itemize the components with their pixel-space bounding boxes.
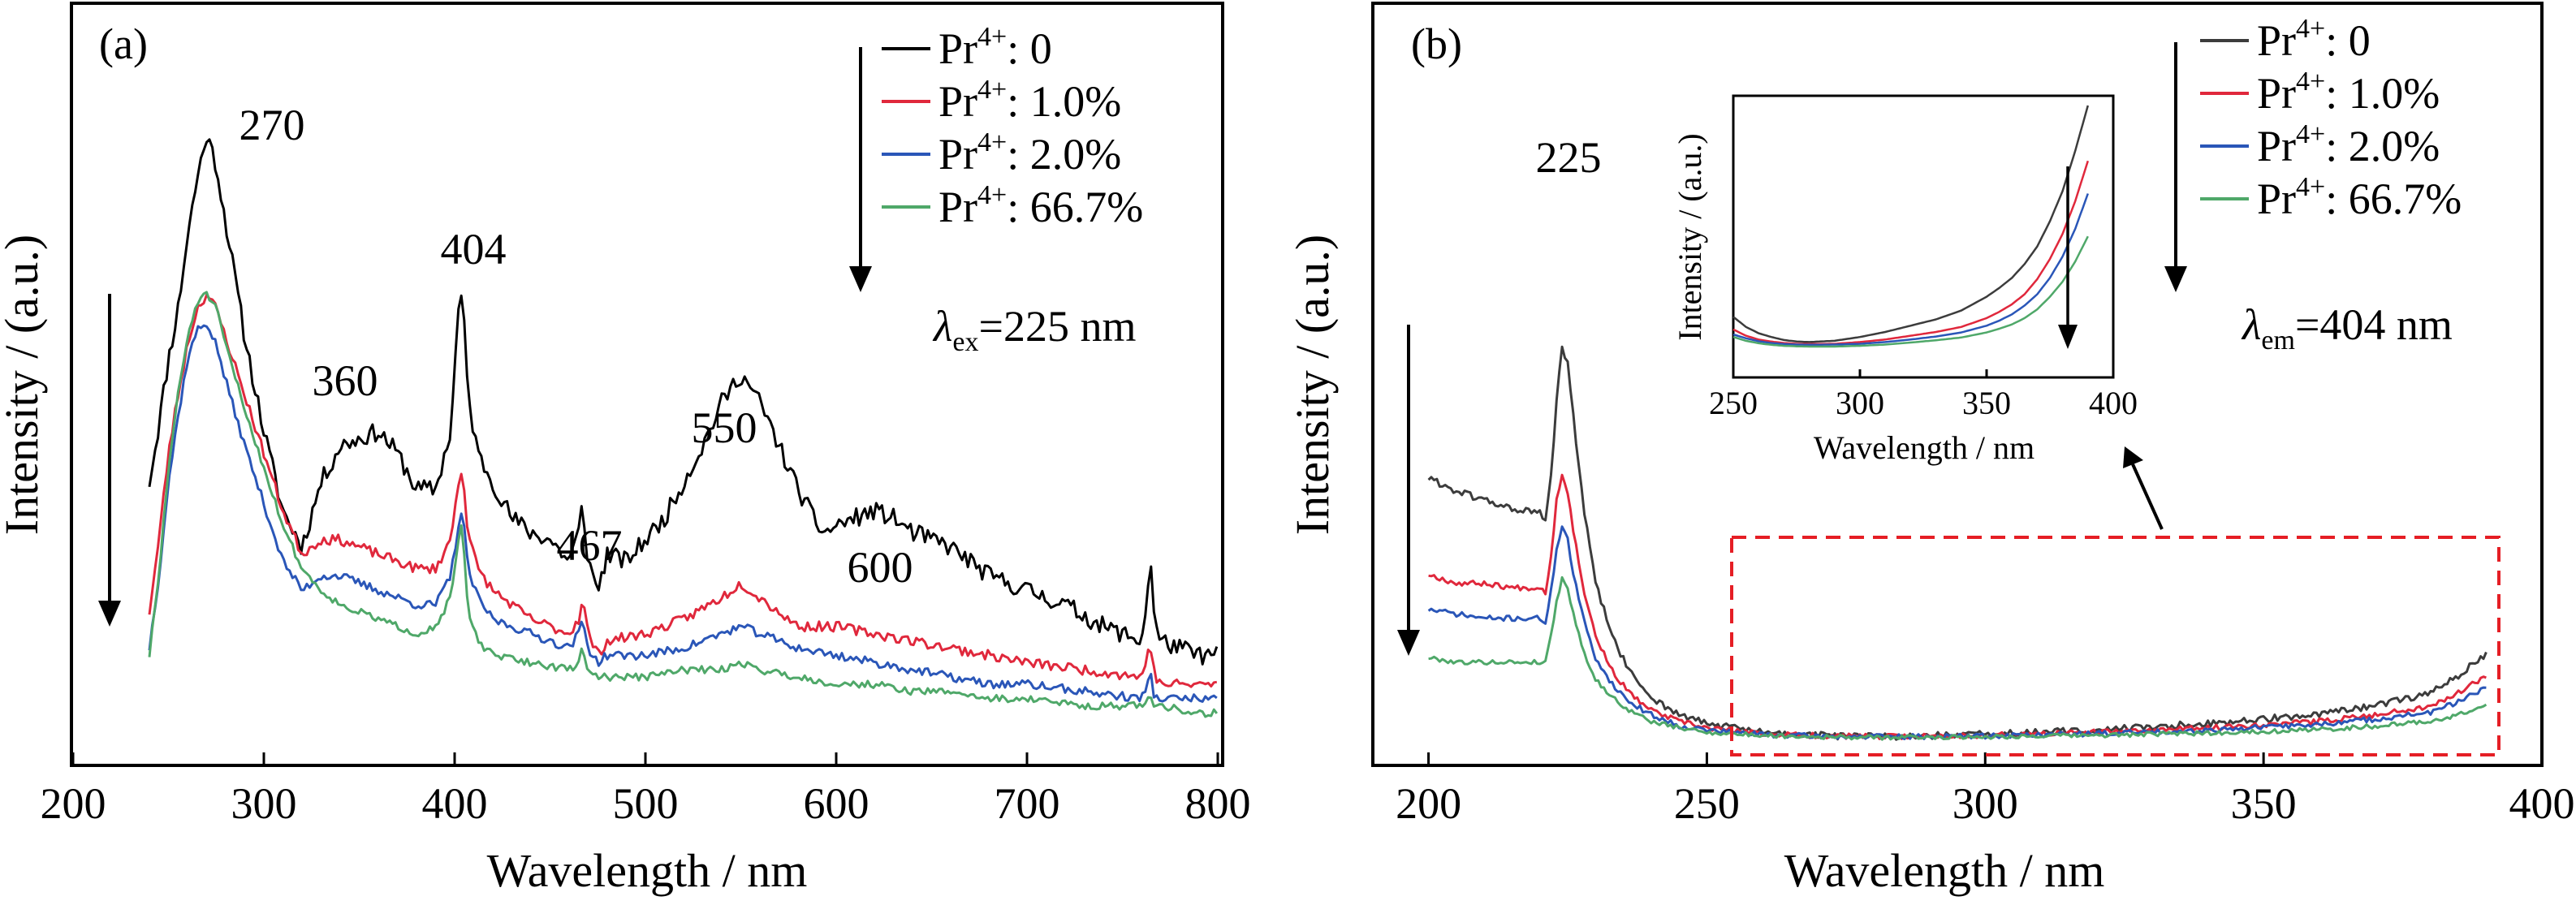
panel-a-y-axis-title: Intensity / (a.u.)	[0, 235, 48, 535]
panel-b-x-tick-label: 250	[1674, 779, 1740, 828]
peak-label-225: 225	[1536, 133, 1602, 182]
panel-b-legend-label: Pr4+: 1.0%	[2257, 67, 2440, 118]
panel-a: (a) 200 300 400 500 600 700 800 Wavelength / n…	[0, 2, 1251, 897]
panel-a-series	[148, 138, 1219, 718]
panel-b-peak-labels: 225	[1536, 133, 1602, 182]
panel-a-legend-label: Pr4+: 1.0%	[938, 75, 1121, 126]
peak-label-467: 467	[557, 521, 623, 570]
panel-b-x-tick-label: 400	[2509, 779, 2575, 828]
panel-b-label: (b)	[1411, 19, 1462, 68]
panel-b-legend-label: Pr4+: 0	[2257, 14, 2371, 65]
panel-b-condition: λem=404 nm	[2241, 300, 2453, 356]
peak-label-600: 600	[848, 543, 913, 592]
series-line-2	[1427, 525, 2487, 740]
series-line-0	[1732, 105, 2090, 343]
inset-x-tick-label: 350	[1962, 385, 2011, 421]
panel-a-x-tick-label: 600	[804, 779, 869, 828]
panel-a-x-tick-label: 500	[613, 779, 679, 828]
panel-b-legend-label: Pr4+: 66.7%	[2257, 172, 2462, 223]
panel-a-legend-label: Pr4+: 0	[938, 22, 1052, 73]
panel-a-x-axis-title: Wavelength / nm	[487, 844, 808, 897]
peak-label-270: 270	[239, 101, 305, 149]
inset-frame	[1732, 94, 2115, 379]
panel-a-x-tick-label: 300	[231, 779, 297, 828]
panel-b-x-tick-label: 300	[1952, 779, 2018, 828]
inset-x-axis-title: Wavelength / nm	[1814, 429, 2034, 466]
panel-b-x-tick-label: 200	[1396, 779, 1461, 828]
panel-a-x-tick-label: 400	[422, 779, 488, 828]
series-line-2	[1732, 193, 2089, 347]
panel-a-legend-arrow	[849, 47, 872, 292]
inset-decrease-arrow	[2058, 166, 2078, 349]
series-line-1	[148, 293, 1218, 688]
peak-label-360: 360	[313, 356, 378, 405]
inset-chart: 250 300 350 400 Wavelength / nm Intensity /…	[1672, 94, 2138, 466]
series-line-0	[148, 138, 1219, 666]
panel-a-frame	[70, 2, 1224, 767]
panel-a-decrease-arrow	[98, 294, 121, 627]
panel-a-x-tick-label: 200	[41, 779, 106, 828]
panel-b-x-axis: 200 250 300 350 400	[1396, 752, 2575, 828]
peak-label-404: 404	[441, 225, 507, 274]
panel-b-legend-arrow	[2164, 42, 2187, 292]
series-line-3	[1732, 235, 2089, 348]
series-line-2	[148, 324, 1218, 703]
panel-a-peak-labels: 270 360 404 467 550 600	[239, 101, 913, 592]
series-line-3	[148, 291, 1219, 718]
panel-b: (b) 200 250 300 350 400 Wavelength / nm Inte…	[1286, 2, 2575, 897]
inset-zoom-region-box	[1730, 536, 2500, 756]
panel-b-legend-label: Pr4+: 2.0%	[2257, 119, 2440, 170]
inset-x-tick-label: 300	[1836, 385, 1884, 421]
panel-a-x-axis: 200 300 400 500 600 700 800	[41, 752, 1251, 828]
series-line-3	[1428, 575, 2488, 741]
panel-a-label: (a)	[99, 19, 148, 68]
panel-b-frame	[1371, 2, 2544, 767]
panel-b-series	[1427, 345, 2488, 741]
series-line-0	[1427, 345, 2488, 741]
peak-label-550: 550	[692, 403, 757, 452]
panel-a-x-tick-label: 700	[995, 779, 1060, 828]
inset-pointer-arrow	[2123, 446, 2164, 530]
inset-series	[1732, 105, 2090, 348]
panel-a-legend-label: Pr4+: 66.7%	[938, 180, 1143, 231]
inset-x-axis: 250 300 350 400	[1709, 369, 2138, 421]
inset-x-tick-label: 250	[1709, 385, 1758, 421]
panel-a-legend-label: Pr4+: 2.0%	[938, 127, 1121, 179]
inset-x-tick-label: 400	[2089, 385, 2138, 421]
series-line-1	[1428, 473, 2487, 740]
panel-b-decrease-arrow	[1397, 325, 1420, 656]
inset-y-axis-title: Intensity / (a.u.)	[1672, 133, 1708, 341]
panel-a-condition: λex=225 nm	[932, 302, 1136, 357]
panel-b-x-tick-label: 350	[2231, 779, 2297, 828]
panel-b-y-axis-title: Intensity / (a.u.)	[1286, 235, 1339, 535]
panel-b-x-axis-title: Wavelength / nm	[1784, 844, 2105, 897]
panel-a-x-tick-label: 800	[1185, 779, 1251, 828]
